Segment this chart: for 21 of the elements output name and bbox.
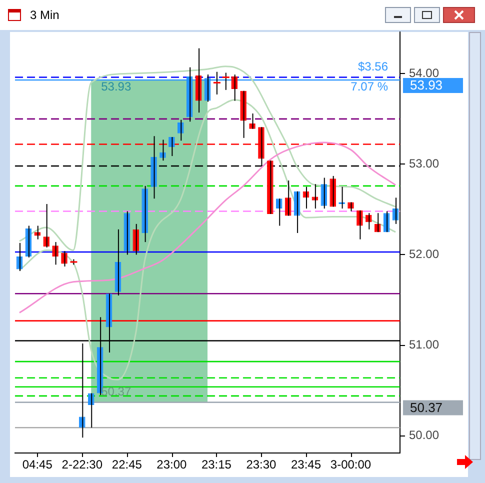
x-tick-label: 22:45: [112, 458, 142, 472]
annotation: 53.93: [101, 79, 132, 94]
x-tick-label: 23:15: [201, 458, 232, 472]
line-series: [18, 142, 396, 314]
annotation: 50.37: [101, 384, 132, 399]
x-tick-label: 23:45: [290, 458, 322, 472]
annotation: $3.56: [358, 60, 388, 74]
y-tick-label: 52.00: [409, 247, 440, 262]
y-tick-label: 53.00: [409, 156, 440, 170]
chart-title: 3 Min: [30, 8, 60, 22]
x-tick-label: 23:30: [246, 458, 277, 472]
y-tick-label: 50.00: [409, 428, 440, 442]
x-tick-label: 23:00: [156, 458, 188, 472]
annotation: 7.07 %: [350, 79, 388, 94]
x-tick-label: 04:45: [22, 458, 53, 472]
ref-line-label: 53.93: [410, 78, 443, 93]
x-tick-label: 3-00:00: [330, 458, 372, 472]
x-tick-label: 2-22:30: [62, 458, 103, 472]
ref-line-label: 50.37: [410, 400, 443, 415]
y-tick-label: 54.00: [409, 66, 440, 80]
y-tick-label: 51.00: [409, 338, 440, 352]
